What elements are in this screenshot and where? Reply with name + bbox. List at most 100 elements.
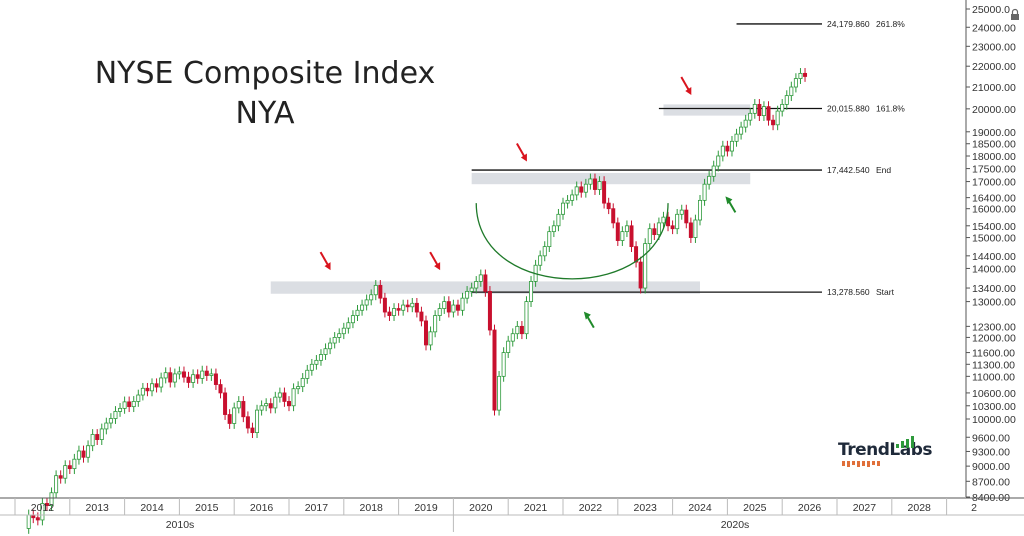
- candle: [725, 140, 730, 157]
- candle-body: [172, 373, 177, 383]
- candle: [54, 470, 59, 499]
- candle: [131, 396, 136, 413]
- candle-body: [798, 72, 803, 79]
- candle: [277, 387, 282, 403]
- candle: [186, 371, 191, 388]
- level-label: End: [876, 165, 891, 175]
- green-arrow-icon: [725, 196, 737, 213]
- arrow-shaft: [727, 199, 737, 213]
- candle: [720, 140, 725, 162]
- candle: [86, 440, 91, 463]
- candle: [369, 289, 374, 306]
- candle: [159, 372, 164, 393]
- candle-body: [538, 255, 543, 266]
- y-tick-label: 14000.00: [972, 263, 1016, 275]
- candle-body: [766, 106, 771, 121]
- candle-body: [414, 302, 419, 313]
- candle: [204, 365, 209, 381]
- candle: [250, 422, 255, 439]
- candle: [620, 226, 625, 246]
- y-tick-label: 9000.00: [972, 461, 1010, 473]
- candle: [318, 349, 323, 366]
- candle: [419, 306, 424, 327]
- candle: [72, 453, 77, 475]
- candle-body: [209, 373, 214, 376]
- y-tick: 11600.00: [966, 348, 1015, 360]
- candle: [44, 498, 49, 512]
- candle: [780, 99, 785, 117]
- candle-body: [154, 383, 159, 388]
- candle-body: [739, 126, 744, 135]
- candle: [76, 445, 81, 465]
- candle-body: [451, 304, 456, 313]
- candle-body: [67, 465, 72, 470]
- candle-body: [487, 290, 492, 331]
- candle: [784, 90, 789, 110]
- candle: [684, 204, 689, 229]
- y-tick-label: 21000.00: [972, 82, 1016, 94]
- candle-body: [405, 304, 410, 308]
- candle: [314, 355, 319, 370]
- y-axis[interactable]: 25000.0 24000.00 23000.00 22000.00 21000.00 2…: [965, 0, 1019, 504]
- arrow-shaft: [516, 143, 526, 159]
- fibonacci-levels: 24,179.860 261.8% 20,015.880 161.8% 17,442.5…: [471, 19, 905, 297]
- candle-body: [49, 492, 54, 507]
- candle-body: [780, 103, 785, 112]
- candle-body: [373, 284, 378, 296]
- y-tick-label: 24000.00: [972, 22, 1016, 34]
- candle-body: [771, 119, 776, 126]
- candle-body: [574, 186, 579, 196]
- candle: [460, 292, 465, 316]
- candle-body: [698, 199, 703, 221]
- x-axis[interactable]: 2012 2013 2014 2015 2016 2017 2018 2019 2020 2021…: [0, 497, 1024, 532]
- arrow-shaft: [319, 251, 330, 267]
- candle-body: [200, 370, 205, 379]
- candle: [789, 81, 794, 102]
- x-tick-label: 2017: [305, 502, 329, 514]
- candle: [711, 160, 716, 182]
- candle: [597, 176, 602, 195]
- candle-body: [95, 434, 100, 440]
- level-line: 17,442.540 End: [471, 165, 891, 175]
- red-arrow-icon: [680, 76, 692, 96]
- candle: [469, 282, 474, 297]
- candle-body: [693, 219, 698, 238]
- candle-body: [716, 155, 721, 167]
- candle-body: [620, 231, 625, 241]
- arrow-shaft: [585, 315, 595, 329]
- candle: [67, 460, 72, 475]
- candle-body: [542, 246, 547, 257]
- candle-body: [743, 119, 748, 128]
- y-tick-label: 17500.00: [972, 164, 1016, 176]
- red-arrow-icon: [319, 251, 331, 271]
- candle: [643, 238, 648, 294]
- candle-body: [761, 106, 766, 117]
- candle: [561, 197, 566, 220]
- candle: [305, 364, 310, 384]
- candle: [49, 487, 54, 512]
- y-tick-label: 13400.00: [972, 283, 1016, 295]
- x-tick-label: 2018: [360, 502, 384, 514]
- lock-icon[interactable]: [1011, 8, 1019, 21]
- x-group-label: 2020s: [721, 519, 750, 531]
- candle: [181, 366, 186, 383]
- candle-body: [131, 401, 136, 408]
- y-tick: 12000.00: [966, 332, 1016, 344]
- x-tick: 2015: [178, 498, 219, 515]
- y-tick-label: 8700.00: [972, 476, 1010, 488]
- candle-body: [159, 377, 164, 388]
- candle-body: [44, 503, 49, 507]
- candle: [538, 250, 543, 271]
- candle: [707, 170, 712, 190]
- candle-body: [382, 297, 387, 313]
- y-tick: 13400.00: [966, 283, 1016, 295]
- y-tick-label: 25000.0: [972, 4, 1010, 16]
- candle-body: [40, 503, 45, 521]
- y-tick: 16400.00: [966, 193, 1016, 205]
- x-tick-label: 2021: [524, 502, 548, 514]
- candle-body: [437, 308, 442, 316]
- candle: [579, 181, 584, 198]
- x-tick: 2027: [836, 498, 876, 515]
- arrow-head: [520, 153, 527, 162]
- candle: [209, 368, 214, 381]
